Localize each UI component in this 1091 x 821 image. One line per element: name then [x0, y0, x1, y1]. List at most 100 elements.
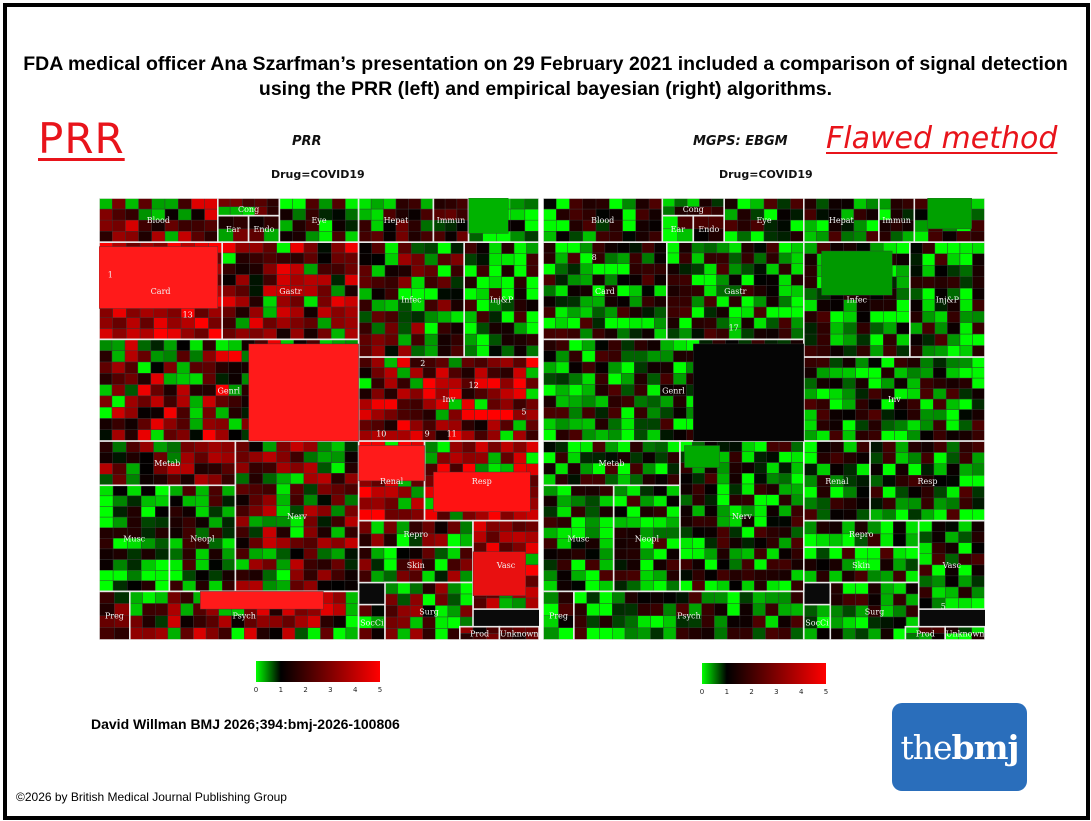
section-label-cong: Cong: [238, 205, 259, 214]
treemap-cell: [626, 548, 641, 560]
treemap-cell: [513, 388, 527, 400]
treemap-cell: [945, 542, 959, 555]
treemap-cell: [882, 509, 896, 521]
treemap-cell: [895, 497, 909, 510]
treemap-cell: [704, 505, 718, 517]
treemap-cell: [99, 198, 113, 210]
treemap-cell: [189, 429, 204, 442]
treemap-cell: [126, 328, 141, 340]
treemap-cell: [137, 395, 152, 408]
treemap-cell: [112, 328, 127, 340]
section-label-preg: Preg: [549, 612, 568, 621]
treemap-cell: [317, 274, 332, 286]
treemap-cell: [163, 361, 178, 374]
treemap-cell: [384, 593, 398, 606]
treemap-cell: [317, 569, 332, 581]
treemap-cell: [972, 264, 985, 277]
treemap-cell: [279, 219, 293, 232]
treemap-cell: [704, 580, 718, 592]
treemap-cell: [99, 440, 113, 453]
treemap-cell: [215, 395, 230, 408]
treemap-cell: [155, 506, 170, 518]
treemap-cell: [896, 322, 911, 335]
treemap-cell: [422, 582, 436, 595]
treemap-cell: [141, 485, 156, 497]
treemap-cell: [803, 547, 817, 560]
treemap-cell: [167, 591, 181, 604]
treemap-cell: [880, 533, 894, 548]
treemap-cell: [282, 627, 296, 640]
treemap-cell: [678, 252, 692, 265]
treemap-cell: [460, 570, 474, 583]
treemap-cell: [371, 299, 386, 312]
treemap-cell: [500, 377, 514, 389]
treemap-cell: [650, 603, 664, 616]
treemap-cell: [99, 406, 113, 419]
treemap-cell: [829, 398, 843, 410]
treemap-cell: [893, 547, 907, 560]
treemap-cell: [169, 516, 183, 528]
treemap-cell: [303, 263, 318, 275]
treemap-cell: [447, 547, 461, 560]
treemap-cell: [221, 263, 236, 275]
treemap-section-vasc: [917, 519, 985, 610]
treemap-cell: [585, 559, 600, 571]
treemap-cell: [464, 333, 477, 346]
treemap-cell: [692, 580, 705, 592]
treemap-cell: [754, 580, 767, 592]
treemap-cell: [208, 495, 223, 507]
treemap-cell: [153, 328, 168, 340]
treemap-cell: [358, 242, 373, 254]
treemap-cell: [626, 516, 641, 528]
treemap-cell: [613, 527, 628, 539]
treemap-cell: [177, 208, 192, 221]
treemap-cell: [933, 452, 947, 465]
treemap-cell: [728, 242, 742, 254]
treemap-cell: [526, 345, 539, 358]
treemap-cell: [918, 586, 933, 599]
treemap-cell: [803, 509, 818, 521]
treemap-cell: [276, 242, 291, 254]
treemap-cell: [855, 388, 869, 400]
treemap-cell: [317, 505, 332, 517]
treemap-cell: [499, 597, 513, 610]
treemap-cell: [642, 474, 656, 486]
treemap-cell: [345, 603, 359, 616]
treemap-cell: [371, 486, 386, 499]
treemap-cell: [208, 516, 223, 528]
treemap-cell: [474, 388, 488, 400]
treemap-cell: [599, 485, 614, 497]
treemap-cell: [723, 219, 738, 232]
section-label-unknown: Unknown: [500, 629, 539, 638]
colorbar-gradient: [702, 663, 826, 684]
treemap-cell: [318, 231, 333, 243]
treemap-cell: [276, 494, 291, 506]
treemap-cell: [221, 328, 236, 340]
treemap-cell: [741, 317, 755, 329]
treemap-cell: [358, 264, 373, 277]
treemap-cell: [543, 506, 558, 518]
treemap-cell: [726, 591, 741, 604]
treemap-cell: [907, 377, 921, 389]
treemap-cell: [331, 317, 346, 329]
treemap-cell: [221, 516, 236, 528]
treemap-cell: [765, 591, 779, 604]
treemap-cell: [543, 485, 558, 497]
treemap-cell: [729, 462, 743, 474]
treemap-cell: [276, 473, 291, 485]
treemap-cell: [194, 474, 209, 486]
treemap-cell: [666, 252, 680, 265]
treemap-cell: [660, 350, 674, 363]
treemap-cell: [790, 627, 805, 640]
treemap-cell: [613, 506, 628, 518]
treemap-cell: [330, 548, 346, 560]
treemap-cell: [303, 483, 318, 495]
treemap-cell: [816, 345, 831, 358]
treemap-cell: [946, 388, 960, 400]
treemap-cell: [332, 615, 347, 629]
treemap-cell: [741, 242, 755, 254]
treemap-section-psych: [128, 590, 360, 640]
treemap-cell: [595, 373, 609, 385]
treemap-cell: [816, 452, 831, 465]
treemap-cell: [971, 586, 985, 599]
